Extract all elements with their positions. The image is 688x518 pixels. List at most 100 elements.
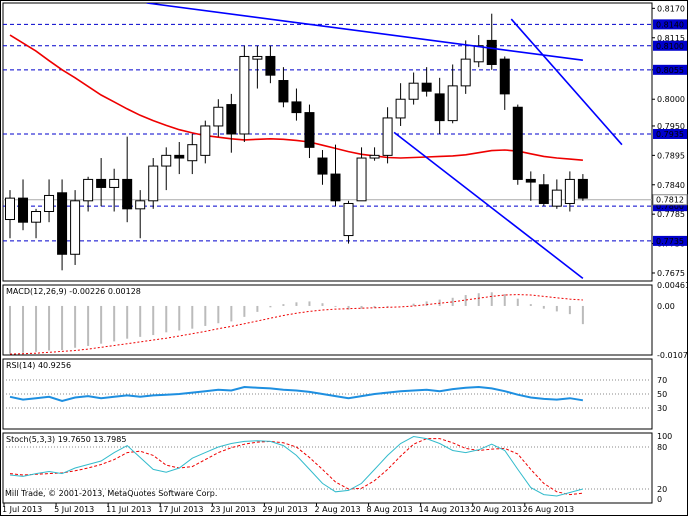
level-label-box	[653, 19, 687, 30]
channel-line	[146, 3, 583, 61]
level-label: 0.8100	[656, 42, 684, 51]
rsi-y-tick-label: 30	[657, 404, 667, 413]
candle-bullish	[213, 106, 224, 127]
x-tick-label: 14 Aug 2013	[419, 505, 470, 514]
candle-bullish	[395, 98, 406, 119]
price-y-tick-label: 0.8000	[657, 95, 685, 104]
candle-bearish	[525, 178, 536, 183]
candle-bullish	[447, 85, 458, 122]
candle-bullish	[83, 178, 94, 202]
x-tick-label: 11 Jul 2013	[106, 505, 151, 514]
candle-bullish	[239, 55, 250, 135]
stoch-main-line	[9, 435, 584, 497]
candle-bearish	[122, 178, 133, 210]
candle-bullish	[200, 125, 211, 156]
macd-y-tick-label: 0.00461	[657, 281, 688, 290]
candle-bullish	[343, 202, 354, 237]
candle-bearish	[174, 154, 185, 159]
level-label: 0.7735	[656, 237, 684, 246]
stoch-label: Stoch(5,3,3) 19.7650 13.7985	[6, 435, 126, 444]
rsi-y-tick-label: 70	[657, 376, 667, 385]
candle-bearish	[421, 82, 432, 92]
price-y-tick-label: 0.7675	[657, 269, 685, 278]
candle-bullish	[473, 45, 484, 63]
candle-bullish	[187, 144, 198, 162]
stoch-y-tick-label: 100	[657, 432, 672, 441]
level-label-box	[653, 64, 687, 75]
candle-bullish	[148, 165, 159, 202]
candle-bullish	[356, 157, 367, 202]
rsi-y-tick-label: 50	[657, 390, 667, 399]
candle-bearish	[317, 157, 328, 175]
candle-bearish	[330, 173, 341, 202]
moving-average-line	[9, 34, 583, 161]
candle-bearish	[226, 104, 237, 135]
price-plot	[5, 3, 623, 279]
x-tick-label: 17 Jul 2013	[158, 505, 203, 514]
candle-bullish	[382, 117, 393, 156]
x-tick-label: 20 Aug 2013	[471, 505, 522, 514]
channel-line	[510, 18, 623, 146]
candle-bullish	[135, 200, 146, 210]
candle-bullish	[252, 55, 263, 60]
rsi-label: RSI(14) 40.9256	[6, 361, 71, 370]
price-y-tick-label: 0.7895	[657, 151, 685, 160]
stoch-signal-line	[9, 438, 583, 496]
candle-bullish	[551, 189, 562, 207]
candle-bearish	[486, 39, 497, 65]
candle-bearish	[577, 178, 588, 199]
level-label: 0.8055	[656, 66, 684, 75]
x-tick-label: 29 Jul 2013	[262, 505, 307, 514]
x-tick-label: 2 Aug 2013	[314, 505, 360, 514]
level-label: 0.8140	[656, 20, 684, 29]
candle-bullish	[5, 197, 15, 221]
candle-bearish	[304, 112, 315, 148]
macd-signal-line	[9, 294, 583, 355]
current-price-box	[652, 194, 688, 206]
price-y-tick-label: 0.8170	[657, 4, 685, 13]
macd-y-tick-label: -0.01079	[657, 351, 688, 360]
level-label: 0.7800	[656, 202, 684, 211]
panel-frame-stoch	[2, 432, 653, 504]
panel-frame-macd	[2, 284, 653, 356]
rsi-line	[9, 385, 584, 403]
candle-bullish	[564, 178, 575, 204]
level-label: 0.7935	[656, 130, 684, 139]
candle-bearish	[57, 192, 68, 255]
candle-bullish	[460, 58, 471, 87]
x-tick-label: 23 Jul 2013	[210, 505, 255, 514]
candle-bearish	[265, 55, 276, 76]
macd-y-tick-label: 0.00	[657, 302, 675, 311]
candle-bullish	[70, 200, 81, 255]
candle-bullish	[369, 154, 380, 159]
channel-line	[393, 131, 584, 279]
level-label-box	[653, 235, 687, 246]
candle-bullish	[161, 154, 172, 167]
candle-bearish	[499, 58, 510, 95]
stoch-y-tick-label: 80	[657, 443, 667, 452]
candle-bearish	[18, 197, 29, 223]
candle-bearish	[538, 184, 549, 204]
level-label-box	[653, 128, 687, 139]
x-tick-label: 1 Jul 2013	[2, 505, 42, 514]
price-y-tick-label: 0.7840	[657, 181, 685, 190]
price-y-tick-label: 0.8115	[657, 34, 685, 43]
stoch-y-tick-label: 20	[657, 485, 667, 494]
candle-bullish	[31, 211, 42, 223]
candle-bearish	[291, 101, 302, 114]
candle-bullish	[44, 194, 55, 212]
copyright-text: Mill Trade, © 2001-2013, MetaQuotes Soft…	[5, 489, 218, 498]
panel-frame-price	[2, 2, 653, 282]
x-tick-label: 26 Aug 2013	[523, 505, 574, 514]
candle-bearish	[434, 93, 445, 122]
candle-bearish	[512, 106, 523, 180]
level-label-box	[653, 40, 687, 51]
price-y-tick-label: 0.7785	[657, 210, 685, 219]
level-label-box	[653, 201, 687, 212]
x-tick-label: 8 Aug 2013	[367, 505, 413, 514]
x-tick-label: 5 Jul 2013	[54, 505, 94, 514]
candle-bullish	[109, 178, 120, 188]
candle-bullish	[408, 82, 419, 100]
macd-label: MACD(12,26,9) -0.00226 0.00128	[6, 287, 141, 296]
